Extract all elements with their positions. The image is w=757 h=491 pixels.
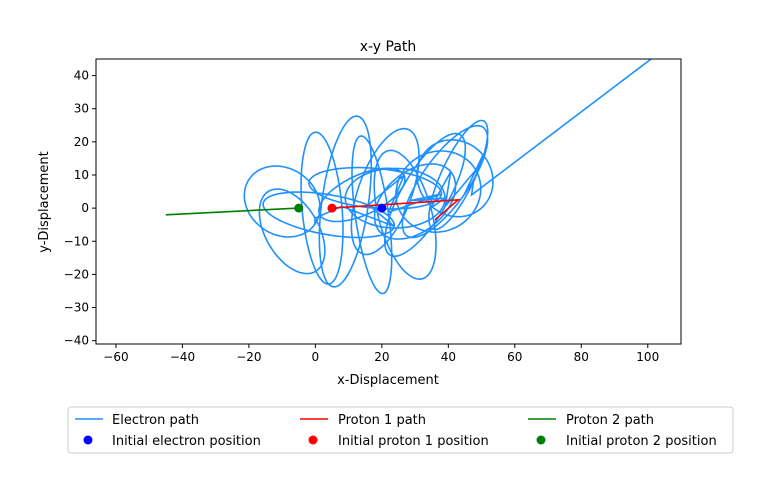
- legend-electron-initial: Initial electron position: [112, 434, 261, 449]
- y-tick-label: 20: [74, 135, 89, 149]
- plot-layer: [165, 59, 652, 295]
- legend-proton2-path: Proton 2 path: [566, 413, 654, 428]
- y-axis-label: y-Displacement: [37, 151, 52, 253]
- legend-proton2-initial-marker: [536, 435, 546, 445]
- legend-electron-initial-marker: [83, 435, 93, 445]
- initial-position-marker-1: [377, 203, 387, 213]
- y-tick-label: −20: [64, 267, 89, 281]
- y-tick-label: 40: [74, 69, 89, 83]
- y-tick-label: 30: [74, 102, 89, 116]
- x-tick-label: 60: [507, 350, 522, 364]
- x-axis-label: x-Displacement: [337, 373, 439, 388]
- series-2-line: [331, 198, 461, 221]
- series-4-line: [165, 207, 299, 216]
- plot-frame: [95, 58, 682, 345]
- legend-proton1-path: Proton 1 path: [338, 413, 426, 428]
- x-tick-label: 0: [312, 350, 320, 364]
- y-tick-label: 0: [81, 201, 89, 215]
- y-axis-ticks: −40 −30 −20 −10 0 10 20 30 40: [64, 69, 96, 348]
- legend: Electron path Initial electron position …: [67, 406, 734, 454]
- legend-proton1-initial: Initial proton 1 position: [338, 434, 489, 449]
- initial-position-marker-3: [327, 203, 337, 213]
- legend-proton1-initial-marker: [308, 435, 318, 445]
- x-tick-label: −20: [236, 350, 261, 364]
- x-tick-label: 100: [636, 350, 659, 364]
- x-tick-label: 40: [441, 350, 456, 364]
- y-tick-label: −30: [64, 301, 89, 315]
- x-tick-label: 80: [574, 350, 589, 364]
- x-axis-ticks: −60 −40 −20 0 20 40 60 80 100: [103, 344, 659, 364]
- x-tick-label: −40: [170, 350, 195, 364]
- y-tick-label: 10: [74, 168, 89, 182]
- y-tick-label: −40: [64, 334, 89, 348]
- y-tick-label: −10: [64, 234, 89, 248]
- chart-title: x-y Path: [360, 39, 417, 55]
- x-tick-label: 20: [374, 350, 389, 364]
- legend-proton2-initial: Initial proton 2 position: [566, 434, 717, 449]
- electron-path-line: [243, 59, 652, 295]
- legend-electron-path: Electron path: [112, 413, 199, 428]
- x-tick-label: −60: [103, 350, 128, 364]
- initial-position-marker-5: [294, 203, 304, 213]
- legend-frame: [67, 406, 734, 454]
